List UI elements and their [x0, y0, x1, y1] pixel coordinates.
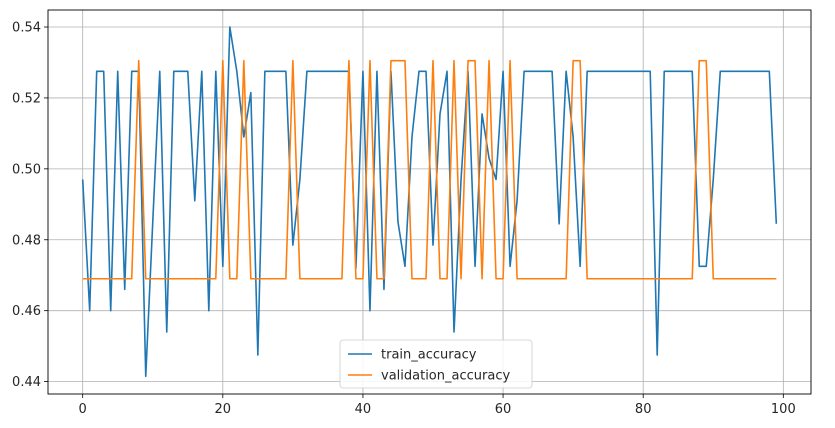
x-tick-label: 100 [771, 402, 796, 417]
y-axis-ticks: 0.44 0.46 0.48 0.50 0.52 0.54 [12, 21, 48, 390]
x-tick-label: 60 [495, 402, 512, 417]
x-tick-label: 20 [215, 402, 232, 417]
series-line-validation-accuracy [82, 59, 777, 280]
legend-box [339, 339, 533, 389]
y-tick-label: 0.52 [12, 91, 41, 106]
y-tick-label: 0.50 [12, 162, 41, 177]
x-tick-label: 0 [79, 402, 87, 417]
x-axis-ticks: 0 20 40 60 80 100 [79, 394, 796, 417]
y-tick-label: 0.54 [12, 21, 41, 36]
legend-label: validation_accuracy [381, 369, 510, 384]
series-lines [81, 26, 778, 378]
legend-label: train_accuracy [381, 348, 477, 363]
x-tick-label: 80 [635, 402, 652, 417]
plot-frame [47, 9, 812, 395]
x-tick-label: 40 [355, 402, 372, 417]
y-tick-label: 0.46 [12, 304, 41, 319]
y-tick-label: 0.48 [12, 233, 41, 248]
legend: train_accuracy validation_accuracy [339, 339, 533, 389]
y-tick-label: 0.44 [12, 375, 41, 390]
